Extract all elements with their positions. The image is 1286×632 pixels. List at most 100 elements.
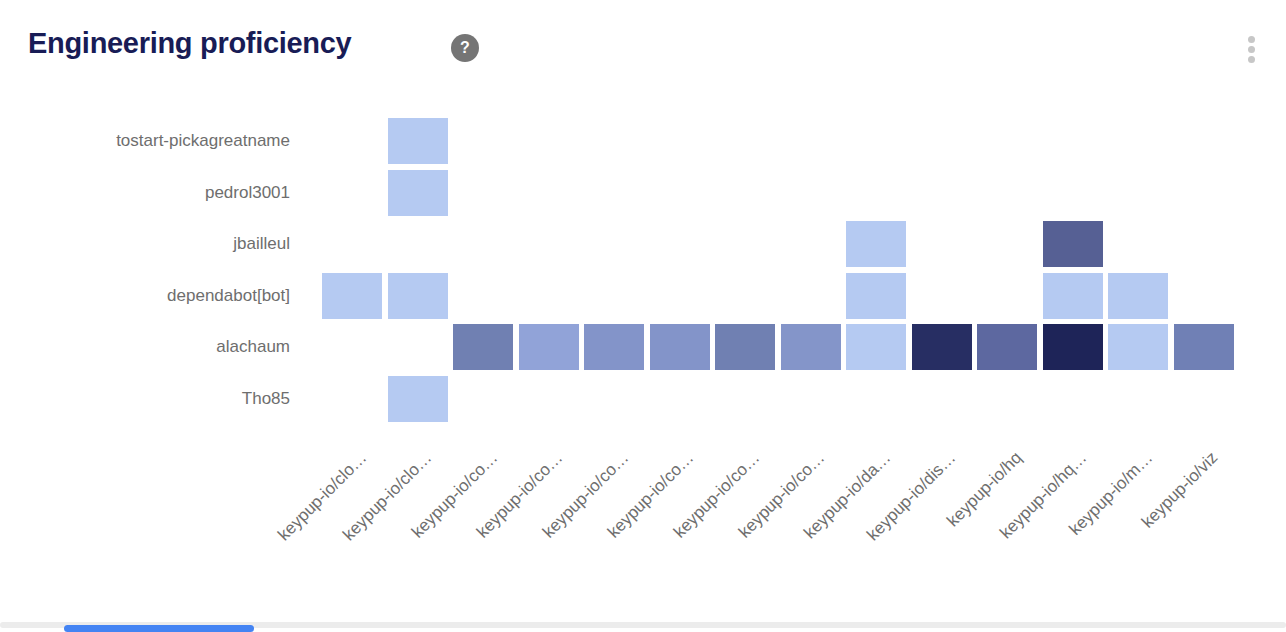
heatmap-cell-empty [519,170,579,216]
column-label: keypup-io/co… [318,448,502,632]
heatmap-cell-empty [584,170,644,216]
heatmap-cell-empty [715,221,775,267]
heatmap-row: tostart-pickagreatname [0,118,1234,164]
kebab-menu-icon[interactable] [1245,33,1258,66]
heatmap-cell-empty [912,376,972,422]
heatmap-cell-empty [781,376,841,422]
column-label: keypup-io/co… [383,448,567,632]
heatmap-cell[interactable] [650,324,710,370]
heatmap-cell-empty [912,273,972,319]
heatmap-row: alachaum [0,324,1234,370]
heatmap-cell[interactable] [1043,324,1103,370]
heatmap-cell[interactable] [388,376,448,422]
kebab-dot [1248,56,1255,63]
heatmap-cell[interactable] [1174,324,1234,370]
heatmap-cell-empty [1174,221,1234,267]
heatmap-cell-empty [846,170,906,216]
column-label: keypup-io/hq… [907,448,1091,632]
heatmap-cell[interactable] [1108,324,1168,370]
heatmap-row-cells [322,221,1234,267]
heatmap-cell[interactable] [453,324,513,370]
column-label: keypup-io/hq [842,448,1026,632]
heatmap-cell-empty [1174,273,1234,319]
heatmap-cell-empty [781,221,841,267]
heatmap-cell[interactable] [388,273,448,319]
heatmap-cell-empty [715,118,775,164]
heatmap-row: pedrol3001 [0,170,1234,216]
heatmap-cell-empty [846,376,906,422]
heatmap-cell-empty [912,118,972,164]
heatmap-cell-empty [977,376,1037,422]
column-label: keypup-io/co… [449,448,633,632]
heatmap-cell[interactable] [912,324,972,370]
heatmap-row: jbailleul [0,221,1234,267]
heatmap-cell-empty [453,118,513,164]
heatmap-cell-empty [1108,221,1168,267]
heatmap-cell-empty [519,376,579,422]
heatmap-grid: tostart-pickagreatname pedrol3001 jbailleu… [0,118,1234,427]
heatmap-cell[interactable] [1108,273,1168,319]
heatmap-cell-empty [519,118,579,164]
heatmap-row-cells [322,376,1234,422]
heatmap-cell-empty [650,376,710,422]
column-label: keypup-io/co… [514,448,698,632]
heatmap-cell-empty [584,118,644,164]
heatmap-cell-empty [1043,118,1103,164]
heatmap-cell-empty [977,118,1037,164]
heatmap-cell-empty [1174,170,1234,216]
heatmap-cell-empty [584,273,644,319]
heatmap-cell-empty [584,376,644,422]
heatmap-row-cells [322,118,1234,164]
heatmap-cell-empty [1043,170,1103,216]
heatmap-cell-empty [453,221,513,267]
heatmap-cell-empty [519,221,579,267]
row-label: dependabot[bot] [0,273,290,319]
heatmap-cell[interactable] [1043,273,1103,319]
row-label: pedrol3001 [0,170,290,216]
heatmap-cell-empty [977,273,1037,319]
heatmap-cell-empty [715,376,775,422]
help-icon[interactable]: ? [451,34,479,62]
heatmap-cell-empty [1043,376,1103,422]
heatmap-cell[interactable] [846,221,906,267]
column-label: keypup-io/clo… [187,448,371,632]
heatmap-cell-empty [650,221,710,267]
heatmap-cell[interactable] [781,324,841,370]
heatmap-cell[interactable] [584,324,644,370]
heatmap-cell-empty [1108,118,1168,164]
column-label: keypup-io/dis… [776,448,960,632]
heatmap-row-cells [322,324,1234,370]
horizontal-scrollbar-thumb[interactable] [64,625,254,632]
heatmap-cell-empty [977,221,1037,267]
column-label: keypup-io/co… [645,448,829,632]
heatmap-cell-empty [912,221,972,267]
heatmap-cell-empty [650,118,710,164]
heatmap-cell-empty [453,273,513,319]
heatmap-cell-empty [322,170,382,216]
heatmap-cell[interactable] [388,118,448,164]
heatmap-cell-empty [650,273,710,319]
heatmap-cell-empty [453,376,513,422]
heatmap-cell[interactable] [388,170,448,216]
heatmap-cell[interactable] [322,273,382,319]
kebab-dot [1248,46,1255,53]
heatmap-cell[interactable] [1043,221,1103,267]
column-label: keypup-io/co… [580,448,764,632]
heatmap-cell-empty [322,324,382,370]
heatmap-cell[interactable] [846,324,906,370]
heatmap-cell[interactable] [846,273,906,319]
heatmap-cell-empty [1108,170,1168,216]
column-label: keypup-io/clo… [252,448,436,632]
heatmap-cell-empty [977,170,1037,216]
heatmap-cell-empty [584,221,644,267]
heatmap-cell[interactable] [519,324,579,370]
column-label: keypup-io/m… [973,448,1157,632]
heatmap-cell[interactable] [977,324,1037,370]
heatmap-row: dependabot[bot] [0,273,1234,319]
heatmap-cell[interactable] [715,324,775,370]
heatmap-cell-empty [1108,376,1168,422]
heatmap-cell-empty [322,118,382,164]
row-label: tostart-pickagreatname [0,118,290,164]
page-title: Engineering proficiency [28,27,351,60]
row-label: alachaum [0,324,290,370]
